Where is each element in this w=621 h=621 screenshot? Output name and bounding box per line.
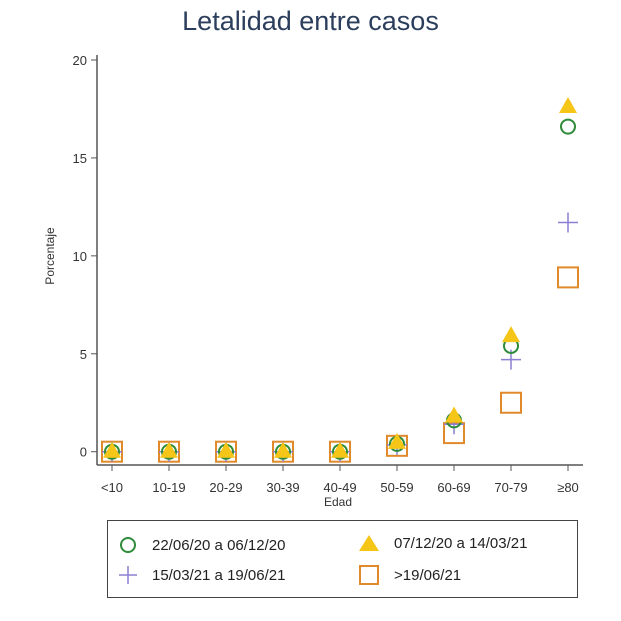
x-tick-label: 20-29 (209, 480, 242, 495)
x-tick-label: 50-59 (380, 480, 413, 495)
data-point-plus (558, 212, 578, 233)
legend-item-4: >19/06/21 (358, 565, 461, 585)
data-point-circle (560, 118, 576, 135)
triangle-marker-icon (359, 535, 379, 551)
x-tick-label: 60-69 (437, 480, 470, 495)
series-4 (101, 266, 579, 463)
x-tick-label: 10-19 (152, 480, 185, 495)
legend: 22/06/20 a 06/12/20 07/12/20 a 14/03/21 … (107, 520, 578, 598)
x-tick-label: 70-79 (494, 480, 527, 495)
series-1 (104, 118, 576, 460)
legend-item-3: 15/03/21 a 19/06/21 (118, 565, 285, 585)
data-point-triangle (331, 441, 349, 458)
data-point-triangle (103, 441, 121, 458)
data-point-triangle (217, 441, 235, 458)
x-tick-label: ≥80 (557, 480, 579, 495)
legend-label-3: 15/03/21 a 19/06/21 (152, 566, 286, 584)
circle-marker-icon (120, 537, 136, 553)
legend-label-4: >19/06/21 (394, 566, 462, 584)
legend-label-1: 22/06/20 a 06/12/20 (152, 536, 286, 554)
data-point-triangle (445, 406, 463, 423)
y-tick-label: 0 (80, 445, 87, 460)
square-marker-icon (359, 565, 379, 585)
y-tick-label: 5 (80, 347, 87, 362)
x-axis-label: Edad (324, 495, 352, 509)
legend-label-2: 07/12/20 a 14/03/21 (394, 534, 528, 552)
data-point-square (557, 266, 579, 289)
data-point-triangle (559, 97, 577, 114)
data-point-triangle (274, 441, 292, 458)
y-tick-label: 15 (73, 151, 87, 166)
data-point-triangle (502, 326, 520, 343)
x-tick-label: 40-49 (323, 480, 356, 495)
chart-title: Letalidad entre casos (182, 6, 439, 36)
legend-item-2: 07/12/20 a 14/03/21 (358, 533, 527, 553)
legend-item-1: 22/06/20 a 06/12/20 (118, 535, 285, 555)
y-tick-label: 20 (73, 53, 87, 68)
data-point-triangle (388, 432, 406, 449)
y-tick-label: 10 (73, 249, 87, 264)
x-tick-label: <10 (101, 480, 123, 495)
series-2 (103, 97, 577, 458)
data-point-square (500, 391, 522, 414)
data-point-triangle (160, 441, 178, 458)
x-tick-label: 30-39 (266, 480, 299, 495)
y-axis-label: Porcentaje (43, 227, 57, 285)
plus-marker-icon (119, 566, 137, 584)
